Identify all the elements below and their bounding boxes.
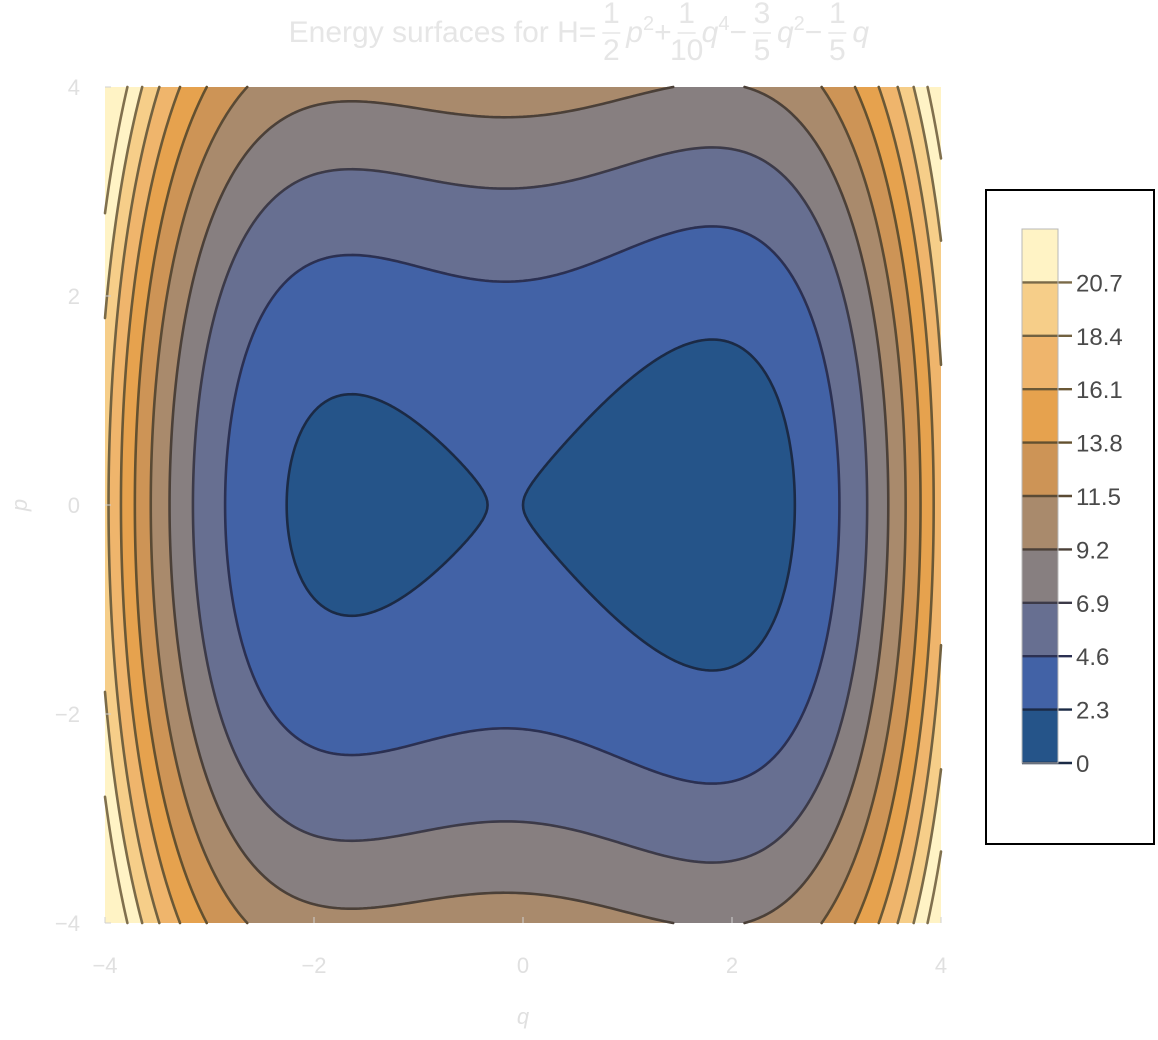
x-axis-label: q — [517, 1004, 530, 1029]
contour-line-13-8 — [119, 85, 935, 925]
contour-lines — [103, 85, 943, 925]
y-axis-ticks: −4 −2 0 2 4 — [55, 75, 111, 936]
legend-swatch — [1022, 282, 1058, 337]
contour-line-16-1 — [107, 85, 943, 925]
legend-label: 9.2 — [1076, 537, 1109, 564]
title-fraction-denominator: 10 — [670, 34, 703, 67]
legend-frame — [985, 189, 1155, 845]
title-term-exponent: 2 — [794, 13, 805, 35]
legend-label: 2.3 — [1076, 698, 1109, 725]
legend-swatch — [1022, 335, 1058, 390]
title-term-sign: − — [805, 16, 823, 49]
y-tick-label: 0 — [68, 493, 80, 518]
legend-swatch — [1022, 709, 1058, 764]
plot-area — [103, 85, 943, 925]
chart-title: Energy surfaces for H= p2​+ q4​− q2​− q1… — [289, 0, 870, 67]
legend-labels: 20.7 18.4 16.1 13.8 11.5 9.2 6.9 4.6 2.3 0 — [1076, 270, 1123, 778]
contour-line-2-3 — [223, 225, 841, 785]
legend-label: 4.6 — [1076, 644, 1109, 671]
chart-title-text: Energy surfaces for H= p2​+ q4​− q2​− q — [289, 13, 870, 49]
legend: 20.7 18.4 16.1 13.8 11.5 9.2 6.9 4.6 2.3 0 — [985, 189, 1155, 845]
legend-label: 20.7 — [1076, 270, 1123, 297]
title-term-variable: p — [625, 16, 643, 49]
title-fraction-numerator: 1 — [603, 0, 620, 30]
y-axis-label: p — [7, 499, 32, 512]
legend-label: 11.5 — [1076, 484, 1121, 511]
title-prefix: Energy surfaces for H= — [289, 16, 597, 49]
legend-color-bar — [1021, 228, 1072, 765]
title-fraction-denominator: 5 — [754, 34, 771, 67]
legend-label: 6.9 — [1076, 591, 1109, 618]
legend-label: 13.8 — [1076, 431, 1123, 458]
legend-label: 16.1 — [1076, 377, 1123, 404]
legend-swatch — [1022, 389, 1058, 444]
title-term-variable: q — [852, 16, 869, 49]
legend-swatch — [1022, 656, 1058, 711]
y-tick-label: 2 — [68, 284, 80, 309]
contour-line-0 — [285, 338, 797, 672]
x-tick-label: −4 — [92, 953, 117, 978]
legend-label: 0 — [1076, 751, 1089, 778]
y-tick-label: 4 — [68, 75, 80, 100]
legend-swatch — [1022, 602, 1058, 657]
title-term-exponent: 2 — [643, 13, 654, 35]
title-fraction-denominator: 5 — [829, 34, 846, 67]
title-fraction-numerator: 1 — [678, 0, 695, 30]
contour-line-4-6 — [191, 146, 869, 864]
contour-line-18-4 — [103, 85, 943, 925]
title-fraction-numerator: 3 — [754, 0, 771, 30]
title-term-variable: q — [777, 16, 794, 49]
legend-swatch — [1022, 549, 1058, 604]
legend-bar-border — [1021, 228, 1059, 764]
contour-line-20-7 — [103, 85, 943, 925]
x-tick-label: 2 — [726, 953, 738, 978]
contour-line-11-5 — [133, 85, 922, 925]
y-tick-label: −4 — [55, 911, 80, 936]
legend-label: 18.4 — [1076, 324, 1123, 351]
x-tick-label: −2 — [301, 953, 326, 978]
legend-swatch — [1022, 442, 1058, 497]
legend-swatch — [1022, 496, 1058, 550]
x-tick-label: 4 — [935, 953, 947, 978]
title-fraction-denominator: 2 — [603, 34, 620, 67]
title-term-exponent: 4 — [718, 13, 729, 35]
legend-swatch — [1022, 229, 1058, 283]
contour-line-9-2 — [149, 85, 907, 925]
y-tick-label: −2 — [55, 702, 80, 727]
title-term-sign: + — [654, 16, 672, 49]
x-tick-label: 0 — [517, 953, 529, 978]
title-fraction-numerator: 1 — [829, 0, 846, 30]
contour-line-6-9 — [168, 85, 890, 925]
x-axis-ticks: −4 −2 0 2 4 — [92, 917, 947, 978]
title-term-variable: q — [702, 16, 719, 49]
title-term-sign: − — [729, 16, 747, 49]
